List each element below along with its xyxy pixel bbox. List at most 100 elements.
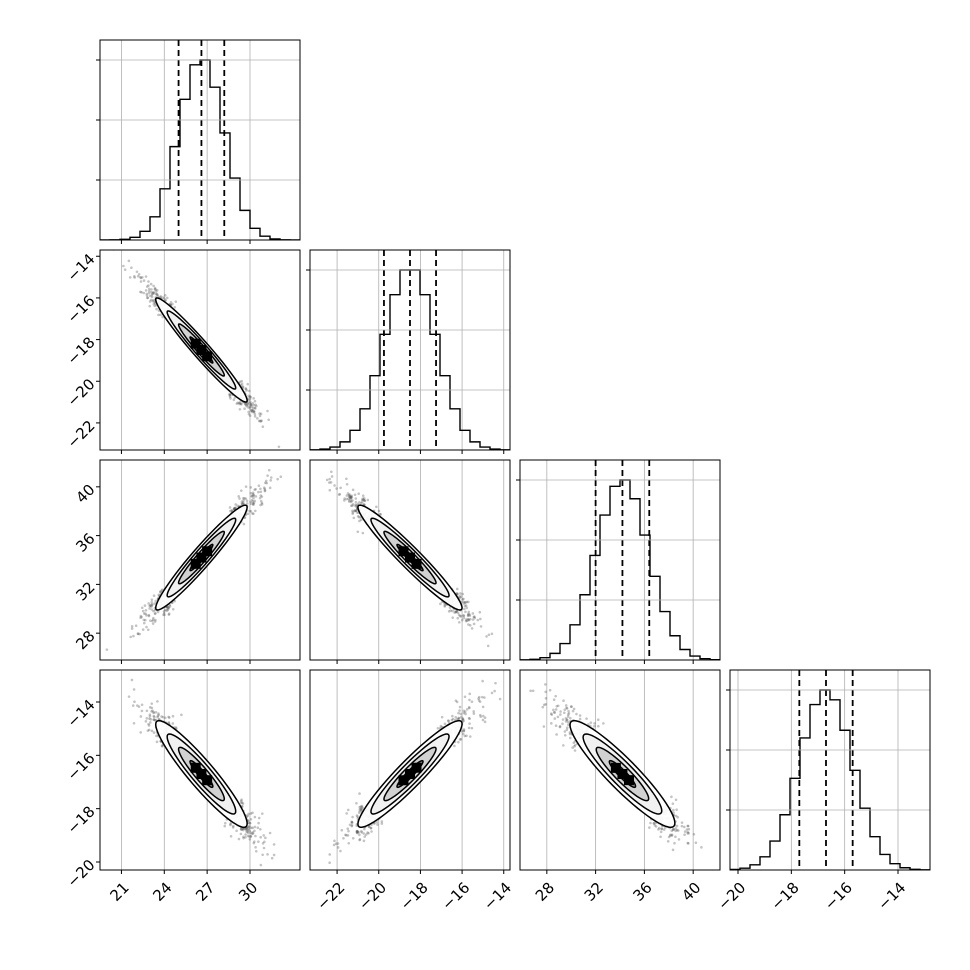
scatter-point — [683, 830, 687, 833]
scatter-point — [245, 389, 248, 392]
scatter-point — [687, 842, 690, 845]
scatter-point — [132, 721, 136, 725]
scatter-point — [456, 592, 460, 596]
scatter-point — [150, 293, 154, 297]
scatter-point — [252, 496, 255, 500]
scatter-point — [454, 716, 458, 719]
scatter-point — [252, 501, 256, 504]
scatter-point — [464, 604, 468, 607]
scatter-point — [150, 290, 153, 294]
scatter-point — [657, 826, 661, 830]
panel-2-2 — [516, 459, 721, 664]
scatter-point — [247, 412, 251, 416]
scatter-point — [362, 832, 366, 835]
scatter-point — [279, 475, 283, 479]
scatter-point — [350, 821, 354, 824]
scatter-point — [244, 402, 248, 406]
scatter-point — [144, 618, 147, 622]
scatter-point — [472, 615, 476, 619]
scatter-point — [564, 704, 568, 707]
scatter-point — [152, 594, 156, 598]
scatter-point — [148, 294, 152, 298]
scatter-point — [238, 402, 241, 406]
x-tick-label-p0: 24 — [149, 879, 175, 905]
density-cell — [411, 762, 422, 773]
scatter-point — [336, 842, 340, 845]
scatter-point — [154, 290, 158, 293]
scatter-point — [157, 313, 160, 317]
scatter-point — [479, 617, 482, 621]
x-tick-label-p0: 27 — [192, 879, 218, 905]
scatter-point — [358, 500, 361, 504]
scatter-point — [472, 712, 476, 715]
scatter-point — [464, 618, 468, 621]
scatter-point — [139, 715, 143, 718]
scatter-point — [670, 833, 674, 837]
scatter-point — [250, 405, 253, 408]
scatter-point — [253, 406, 257, 410]
scatter-point — [254, 403, 257, 407]
scatter-point — [350, 820, 354, 824]
scatter-point — [354, 504, 357, 508]
scatter-point — [555, 704, 559, 708]
scatter-point — [253, 407, 257, 410]
scatter-point — [160, 589, 164, 592]
scatter-point — [140, 615, 143, 619]
scatter-point — [350, 504, 353, 508]
scatter-point — [463, 734, 467, 738]
scatter-point — [357, 831, 360, 834]
panel-frame — [309, 669, 511, 871]
panel-3-1: −22 −20 −18 −16 −14 — [309, 669, 515, 914]
scatter-point — [166, 606, 169, 610]
scatter-point — [686, 824, 690, 828]
panel-2-0: 28 32 36 40 — [72, 459, 301, 664]
scatter-point — [180, 713, 183, 717]
scatter-point — [469, 617, 472, 621]
scatter-point — [648, 826, 651, 829]
scatter-point — [350, 824, 354, 828]
scatter-point — [568, 731, 572, 734]
scatter-point — [249, 403, 252, 406]
scatter-point — [141, 275, 144, 279]
scatter-point — [142, 612, 146, 615]
scatter-point — [266, 474, 269, 477]
scatter-point — [142, 618, 146, 622]
scatter-point — [238, 401, 242, 404]
scatter-point — [544, 702, 548, 706]
scatter-point — [473, 615, 476, 618]
scatter-point — [143, 604, 147, 607]
scatter-point — [363, 827, 366, 831]
scatter-point — [139, 276, 143, 280]
scatter-point — [245, 827, 249, 831]
scatter-point — [142, 291, 146, 295]
scatter-point — [153, 300, 156, 304]
scatter-point — [152, 302, 156, 306]
scatter-point — [147, 613, 151, 617]
scatter-point — [447, 610, 451, 613]
scatter-point — [261, 853, 264, 857]
scatter-point — [377, 509, 381, 513]
scatter-point — [468, 624, 472, 627]
scatter-point — [167, 715, 170, 719]
scatter-point — [455, 700, 459, 704]
scatter-point — [240, 828, 243, 831]
scatter-point — [248, 395, 252, 398]
scatter-point — [376, 823, 379, 826]
scatter-point — [459, 595, 463, 599]
scatter-point — [483, 720, 487, 724]
scatter-point — [490, 691, 494, 695]
scatter-point — [252, 410, 256, 414]
scatter-point — [228, 392, 231, 396]
scatter-point — [349, 499, 353, 503]
scatter-point — [351, 836, 355, 840]
scatter-point — [672, 827, 676, 831]
x-tick-label-p1: −14 — [480, 879, 515, 914]
scatter-point — [223, 824, 227, 828]
scatter-point — [254, 849, 258, 853]
scatter-point — [356, 815, 359, 819]
scatter-point — [268, 486, 272, 490]
scatter-point — [156, 610, 160, 614]
x-tick-label-p1: −18 — [397, 879, 432, 914]
scatter-point — [145, 292, 149, 296]
scatter-point — [481, 714, 485, 718]
